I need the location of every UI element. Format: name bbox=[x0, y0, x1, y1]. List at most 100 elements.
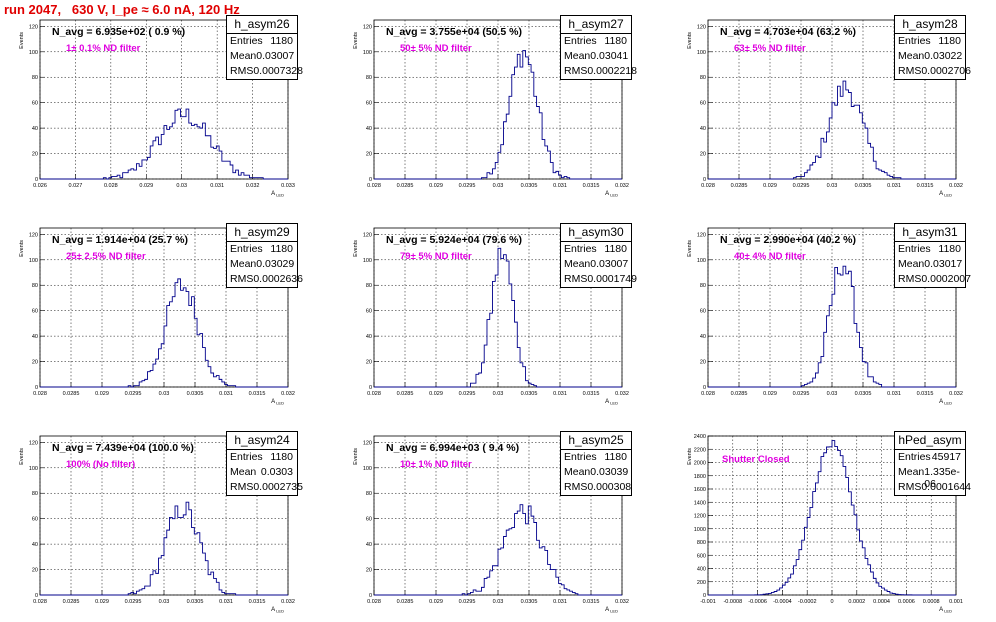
y-tick-label: 100 bbox=[697, 50, 706, 56]
y-tick-label: 60 bbox=[32, 309, 38, 315]
stats-row-entries: Entries 1180 bbox=[561, 242, 631, 257]
y-tick-label: 40 bbox=[32, 126, 38, 132]
stats-row-mean: Mean 0.03007 bbox=[561, 257, 631, 272]
stats-value: 0.0002218 bbox=[587, 65, 637, 77]
y-tick-label: 60 bbox=[366, 309, 372, 315]
stats-row-entries: Entries 1180 bbox=[227, 450, 297, 465]
x-tick-label: 0.029 bbox=[95, 391, 109, 397]
x-tick-label: 0.032 bbox=[281, 391, 295, 397]
stats-value: 1180 bbox=[270, 451, 293, 463]
y-tick-label: 0 bbox=[703, 593, 706, 599]
stats-row-entries: Entries 1180 bbox=[227, 34, 297, 49]
stats-title: h_asym26 bbox=[227, 16, 297, 34]
stats-key: RMS bbox=[564, 481, 588, 493]
x-tick-label: 0.031 bbox=[887, 391, 901, 397]
y-tick-label: 200 bbox=[697, 580, 706, 586]
stats-value: 1180 bbox=[938, 243, 961, 255]
run-title: run 2047, 630 V, I_pe ≈ 6.0 nA, 120 Hz bbox=[4, 2, 240, 17]
x-axis-label-subscript: LED bbox=[275, 401, 284, 406]
x-axis-label: A LED bbox=[271, 191, 284, 198]
stats-title: h_asym28 bbox=[895, 16, 965, 34]
stats-box-h_asym24: h_asym24 Entries 1180 Mean 0.0303 RMS 0.000273… bbox=[226, 431, 303, 496]
stats-row-rms: RMS 0.0001644 bbox=[895, 480, 971, 495]
histogram-bars bbox=[708, 265, 956, 388]
filter-label: 25± 2.5% ND filter bbox=[66, 251, 146, 262]
x-tick-label: 0.0305 bbox=[187, 599, 204, 605]
x-tick-label: 0.03 bbox=[493, 391, 504, 397]
x-tick-label: 0.028 bbox=[367, 599, 381, 605]
stats-key: Entries bbox=[898, 243, 931, 255]
x-tick-label: 0.0285 bbox=[397, 599, 414, 605]
stats-box-h_asym31: h_asym31 Entries 1180 Mean 0.03017 RMS 0.00020… bbox=[894, 223, 971, 288]
y-tick-label: 40 bbox=[700, 334, 706, 340]
y-tick-label: 60 bbox=[700, 101, 706, 107]
stats-row-rms: RMS 0.0002636 bbox=[227, 272, 303, 287]
y-tick-label: 40 bbox=[32, 334, 38, 340]
x-tick-label: 0.0285 bbox=[63, 599, 80, 605]
x-tick-label: 0.027 bbox=[69, 183, 83, 189]
stats-key: Entries bbox=[230, 451, 263, 463]
y-tick-label: 80 bbox=[366, 75, 372, 81]
y-tick-label: 0 bbox=[369, 593, 372, 599]
x-axis-label: A LED bbox=[605, 607, 618, 614]
y-tick-label: 40 bbox=[32, 542, 38, 548]
y-axis-label: Events bbox=[19, 32, 25, 49]
stats-value: 0.03007 bbox=[256, 50, 295, 62]
y-tick-label: 60 bbox=[32, 101, 38, 107]
stats-row-rms: RMS 0.0007328 bbox=[227, 64, 303, 79]
stats-key: RMS bbox=[898, 65, 922, 77]
x-tick-label: 0.029 bbox=[429, 183, 443, 189]
stats-row-mean: Mean 0.03039 bbox=[561, 465, 631, 480]
x-tick-label: 0.0295 bbox=[459, 391, 476, 397]
y-tick-label: 20 bbox=[366, 152, 372, 158]
stats-row-mean: Mean 0.03022 bbox=[895, 49, 965, 64]
stats-row-rms: RMS 0.0001749 bbox=[561, 272, 637, 287]
stats-key: Entries bbox=[230, 35, 263, 47]
stats-key: Entries bbox=[564, 451, 597, 463]
x-axis-label-subscript: LED bbox=[609, 401, 618, 406]
x-axis-label: A LED bbox=[939, 191, 952, 198]
x-tick-label: 0.0295 bbox=[125, 599, 142, 605]
histogram-bars bbox=[374, 50, 622, 180]
x-tick-label: -0.0006 bbox=[748, 599, 767, 605]
y-tick-label: 2400 bbox=[694, 434, 706, 440]
x-tick-label: 0.0285 bbox=[731, 183, 748, 189]
x-tick-label: 0.031 bbox=[219, 391, 233, 397]
stats-value: 45917 bbox=[931, 451, 961, 463]
stats-row-rms: RMS 0.0002735 bbox=[227, 480, 303, 495]
y-tick-label: 120 bbox=[29, 24, 38, 30]
stats-key: RMS bbox=[230, 481, 254, 493]
x-tick-label: 0.03 bbox=[159, 599, 170, 605]
y-tick-label: 60 bbox=[700, 309, 706, 315]
y-tick-label: 100 bbox=[29, 258, 38, 264]
x-tick-label: 0.028 bbox=[367, 183, 381, 189]
x-tick-label: 0.026 bbox=[33, 183, 47, 189]
x-axis-label: A LED bbox=[939, 399, 952, 406]
navg-label: N_avg = 4.703e+04 (63.2 %) bbox=[720, 26, 856, 38]
stats-value: 0.0001749 bbox=[587, 273, 637, 285]
stats-title: h_asym31 bbox=[895, 224, 965, 242]
histogram-bars bbox=[374, 247, 622, 388]
filter-label: 10± 1% ND filter bbox=[400, 459, 472, 470]
navg-label: N_avg = 6.994e+03 ( 9.4 %) bbox=[386, 442, 519, 454]
x-tick-label: 0.0315 bbox=[917, 183, 934, 189]
y-tick-label: 100 bbox=[363, 466, 372, 472]
navg-label: N_avg = 5.924e+04 (79.6 %) bbox=[386, 234, 522, 246]
y-tick-label: 120 bbox=[363, 440, 372, 446]
x-tick-label: 0.0305 bbox=[855, 391, 872, 397]
stats-title: h_asym24 bbox=[227, 432, 297, 450]
x-tick-label: 0.031 bbox=[553, 599, 567, 605]
y-tick-label: 0 bbox=[703, 177, 706, 183]
x-tick-label: -0.001 bbox=[700, 599, 716, 605]
y-tick-label: 0 bbox=[703, 385, 706, 391]
y-tick-label: 0 bbox=[369, 385, 372, 391]
stats-row-rms: RMS 0.0002007 bbox=[895, 272, 971, 287]
stats-row-mean: Mean 1.335e-06 bbox=[895, 465, 965, 490]
y-tick-label: 40 bbox=[366, 126, 372, 132]
x-axis-label-subscript: LED bbox=[609, 609, 618, 614]
x-tick-label: 0.0305 bbox=[855, 183, 872, 189]
x-tick-label: -0.0008 bbox=[723, 599, 742, 605]
stats-value: 0.03039 bbox=[590, 466, 629, 478]
x-tick-label: -0.0004 bbox=[773, 599, 792, 605]
y-axis-label: Events bbox=[19, 240, 25, 257]
